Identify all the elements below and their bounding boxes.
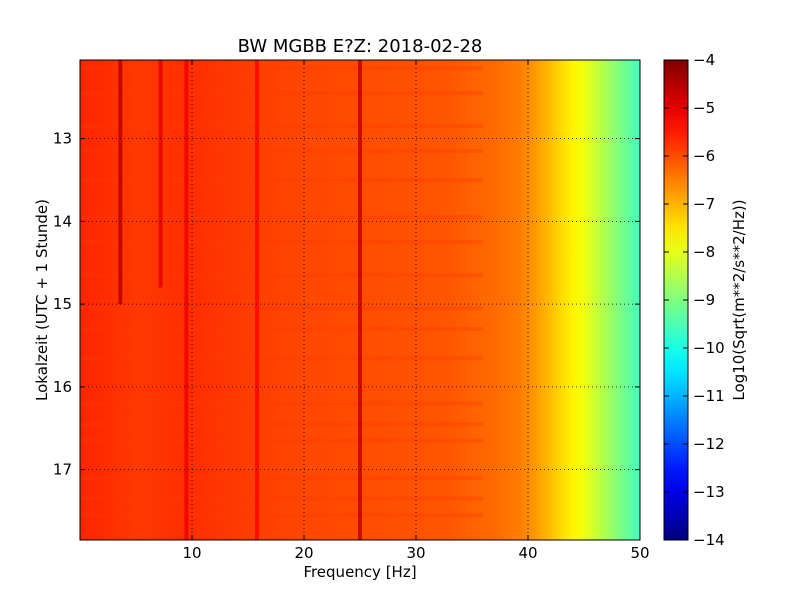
plot-area bbox=[80, 60, 640, 540]
horizontal-band bbox=[80, 91, 484, 96]
y-tick-label: 15 bbox=[53, 295, 72, 313]
horizontal-band bbox=[80, 401, 484, 406]
colorbar: −4 −5 −6 −7 −8 −9 −10 −11 −12 −13 −14 bbox=[663, 51, 725, 549]
horizontal-band bbox=[80, 355, 484, 360]
chart-title: BW MGBB E?Z: 2018-02-28 bbox=[238, 36, 483, 57]
colorbar-tick-label: −12 bbox=[693, 435, 725, 453]
colorbar-tick-label: −8 bbox=[693, 243, 715, 261]
y-tick-label: 14 bbox=[53, 212, 72, 230]
y-tick-label: 13 bbox=[53, 130, 72, 148]
colorbar-tick-label: −6 bbox=[693, 147, 715, 165]
x-tick-label: 30 bbox=[406, 544, 425, 562]
colorbar-tick-label: −14 bbox=[693, 531, 725, 549]
colorbar-label: Log10(Sqrt(m**2/s**2/Hz)) bbox=[730, 199, 748, 400]
y-tick-label: 16 bbox=[53, 378, 72, 396]
horizontal-bands bbox=[80, 66, 484, 518]
x-tick-label: 10 bbox=[182, 544, 201, 562]
x-tick-label: 50 bbox=[630, 544, 649, 562]
horizontal-band bbox=[80, 149, 484, 154]
spectral-line bbox=[254, 60, 259, 540]
plot-frame bbox=[79, 59, 641, 541]
horizontal-band bbox=[80, 422, 484, 427]
spectral-line bbox=[184, 60, 189, 540]
spectral-line bbox=[118, 60, 123, 305]
horizontal-band bbox=[80, 124, 484, 129]
colorbar-tick-label: −13 bbox=[693, 483, 725, 501]
horizontal-band bbox=[80, 496, 484, 501]
horizontal-band bbox=[80, 273, 484, 278]
horizontal-band bbox=[80, 513, 484, 518]
x-axis-ticks: 10 20 30 40 50 bbox=[182, 60, 650, 562]
x-axis-label: Frequency [Hz] bbox=[303, 563, 416, 581]
x-tick-label: 40 bbox=[518, 544, 537, 562]
colorbar-tick-label: −4 bbox=[693, 51, 715, 69]
horizontal-band bbox=[80, 215, 484, 220]
colorbar-tick-label: −7 bbox=[693, 195, 715, 213]
spectral-line bbox=[158, 60, 163, 288]
y-axis-label: Lokalzeit (UTC + 1 Stunde) bbox=[33, 199, 51, 401]
horizontal-band bbox=[80, 306, 484, 311]
horizontal-band bbox=[80, 178, 484, 182]
spectral-line bbox=[358, 60, 362, 540]
colorbar-ticks: −4 −5 −6 −7 −8 −9 −10 −11 −12 −13 −14 bbox=[664, 51, 725, 549]
horizontal-band bbox=[80, 240, 484, 245]
y-axis-ticks: 13 14 15 16 17 bbox=[53, 130, 640, 479]
colorbar-tick-label: −10 bbox=[693, 339, 725, 357]
x-tick-label: 20 bbox=[294, 544, 313, 562]
y-tick-label: 17 bbox=[53, 461, 72, 479]
colorbar-tick-label: −11 bbox=[693, 387, 725, 405]
horizontal-band bbox=[80, 438, 484, 443]
horizontal-band bbox=[80, 326, 484, 331]
horizontal-band bbox=[80, 66, 484, 71]
grid bbox=[80, 60, 640, 540]
vertical-lines bbox=[118, 60, 362, 540]
colorbar-tick-label: −5 bbox=[693, 99, 715, 117]
horizontal-band bbox=[80, 475, 484, 480]
colorbar-tick-label: −9 bbox=[693, 291, 715, 309]
